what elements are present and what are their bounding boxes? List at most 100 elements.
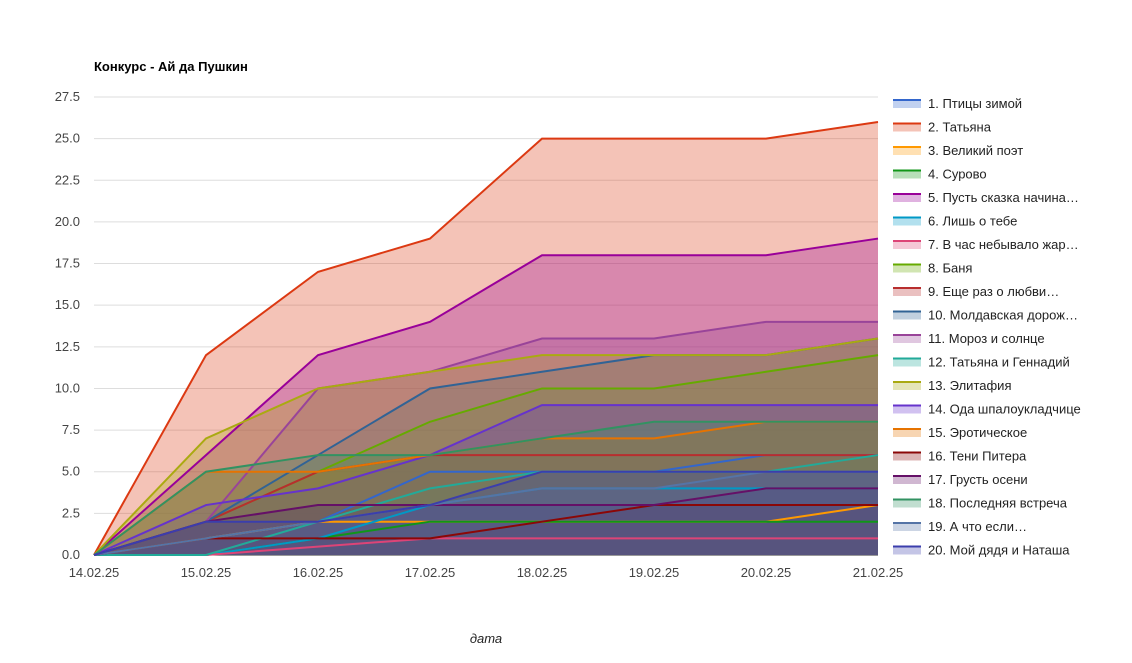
legend-swatch [893, 123, 921, 132]
legend-swatch [893, 241, 921, 249]
series-area [94, 238, 878, 555]
series-line [93, 470, 878, 556]
legend-swatch [893, 499, 921, 508]
legend-item[interactable]: 7. В час небывало жар… [893, 237, 1079, 252]
legend-item[interactable]: 19. А что если… [893, 519, 1027, 534]
legend-swatch [893, 452, 921, 461]
legend-label: 11. Мороз и солнце [928, 331, 1045, 346]
legend-swatch [893, 170, 921, 179]
x-tick-label: 18.02.25 [517, 565, 568, 580]
legend-swatch [893, 382, 921, 390]
legend-label: 12. Татьяна и Геннадий [928, 355, 1070, 370]
y-tick-label: 20.0 [55, 214, 80, 229]
x-tick-label: 21.02.25 [853, 565, 904, 580]
legend-item[interactable]: 13. Элитафия [893, 378, 1011, 393]
y-tick-label: 27.5 [55, 89, 80, 104]
legend-swatch [893, 335, 921, 343]
legend-item[interactable]: 4. Сурово [893, 167, 987, 182]
legend-swatch [893, 194, 921, 202]
legend-swatch [893, 523, 921, 531]
legend-label: 9. Еще раз о любви… [928, 284, 1059, 299]
y-tick-label: 10.0 [55, 380, 80, 395]
legend-label: 4. Сурово [928, 167, 987, 182]
y-tick-label: 15.0 [55, 297, 80, 312]
series-area [94, 321, 878, 555]
legend-item[interactable]: 20. Мой дядя и Наташа [893, 543, 1070, 558]
legend-label: 6. Лишь о тебе [928, 214, 1017, 229]
legend-swatch [893, 476, 921, 484]
y-tick-label: 7.5 [62, 422, 80, 437]
series-area [94, 471, 878, 555]
legend-item[interactable]: 12. Татьяна и Геннадий [893, 355, 1070, 370]
series-line [93, 420, 878, 556]
legend-label: 14. Ода шпалоукладчице [928, 402, 1081, 417]
x-tick-label: 20.02.25 [741, 565, 792, 580]
legend-swatch [893, 217, 921, 226]
legend-label: 3. Великий поэт [928, 143, 1023, 158]
legend-label: 13. Элитафия [928, 378, 1011, 393]
x-tick-label: 16.02.25 [293, 565, 344, 580]
legend-swatch [893, 264, 921, 273]
legend-label: 19. А что если… [928, 519, 1027, 534]
legend-swatch [893, 429, 921, 437]
legend-item[interactable]: 17. Грусть осени [893, 472, 1028, 487]
series-area [94, 471, 878, 555]
legend-swatch [893, 288, 921, 296]
legend-swatch [893, 147, 921, 155]
legend-swatch [893, 405, 921, 414]
legend-label: 7. В час небывало жар… [928, 237, 1079, 252]
legend-label: 17. Грусть осени [928, 472, 1028, 487]
series-line [93, 504, 878, 556]
y-tick-label: 2.5 [62, 505, 80, 520]
series-line [93, 454, 878, 556]
legend-item[interactable]: 14. Ода шпалоукладчице [893, 402, 1081, 417]
series-line [93, 337, 879, 556]
legend-item[interactable]: 8. Баня [893, 261, 972, 276]
series-line [93, 487, 878, 556]
series-line [93, 404, 878, 556]
x-tick-label: 17.02.25 [405, 565, 456, 580]
series-line [94, 537, 878, 556]
legend-item[interactable]: 5. Пусть сказка начина… [893, 190, 1079, 205]
legend-item[interactable]: 6. Лишь о тебе [893, 214, 1017, 229]
y-tick-label: 22.5 [55, 172, 80, 187]
legend-swatch [893, 358, 921, 367]
legend-label: 2. Татьяна [928, 120, 992, 135]
legend-item[interactable]: 10. Молдавская дорож… [893, 308, 1078, 323]
legend-item[interactable]: 1. Птицы зимой [893, 96, 1022, 111]
y-tick-label: 25.0 [55, 131, 80, 146]
legend-item[interactable]: 11. Мороз и солнце [893, 331, 1045, 346]
x-tick-label: 14.02.25 [69, 565, 120, 580]
legend-swatch [893, 100, 921, 108]
legend-label: 18. Последняя встреча [928, 496, 1068, 511]
legend-swatch [893, 311, 921, 320]
legend-item[interactable]: 18. Последняя встреча [893, 496, 1068, 511]
legend-label: 15. Эротическое [928, 425, 1027, 440]
x-tick-label: 15.02.25 [181, 565, 232, 580]
legend-item[interactable]: 16. Тени Питера [893, 449, 1027, 464]
series-line [93, 470, 878, 556]
legend-label: 8. Баня [928, 261, 972, 276]
legend-item[interactable]: 2. Татьяна [893, 120, 992, 135]
y-tick-label: 12.5 [55, 339, 80, 354]
series-line [93, 320, 878, 556]
legend-label: 5. Пусть сказка начина… [928, 190, 1079, 205]
legend-label: 16. Тени Питера [928, 449, 1027, 464]
legend-item[interactable]: 9. Еще раз о любви… [893, 284, 1059, 299]
y-tick-label: 17.5 [55, 256, 80, 271]
x-axis-label: дата [470, 631, 502, 646]
legend-label: 10. Молдавская дорож… [928, 308, 1078, 323]
series-area [94, 121, 878, 556]
series-line [93, 120, 879, 556]
x-tick-label: 19.02.25 [629, 565, 680, 580]
legend-item[interactable]: 3. Великий поэт [893, 143, 1023, 158]
legend-label: 20. Мой дядя и Наташа [928, 543, 1070, 558]
chart-title: Конкурс - Ай да Пушкин [94, 59, 248, 74]
y-tick-label: 5.0 [62, 464, 80, 479]
y-tick-label: 0.0 [62, 547, 80, 562]
series-area [94, 538, 878, 555]
legend-item[interactable]: 15. Эротическое [893, 425, 1027, 440]
series-line [93, 237, 879, 556]
legend-label: 1. Птицы зимой [928, 96, 1022, 111]
